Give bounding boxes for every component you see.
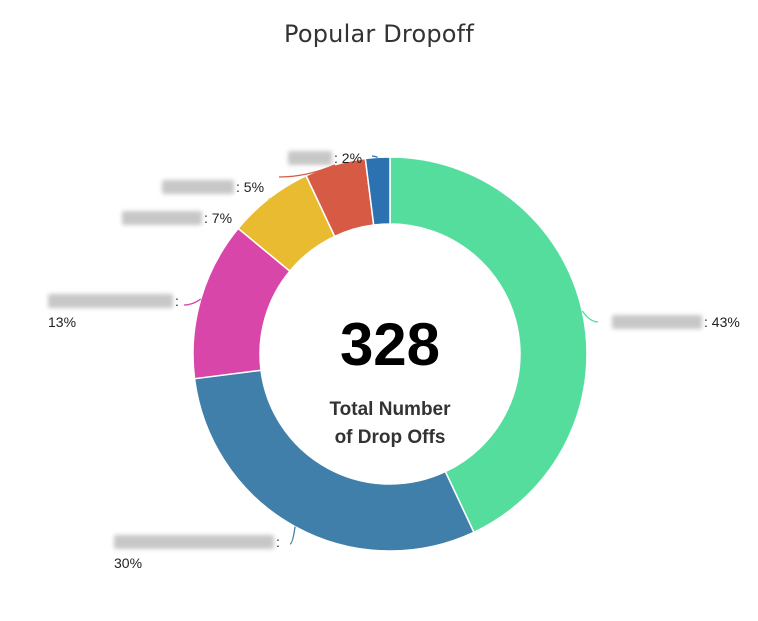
- redacted-label-1: [612, 315, 702, 329]
- redacted-label-6: [288, 151, 332, 165]
- leader-line-5: [278, 164, 336, 178]
- slice-percent-label-2: 30%: [114, 555, 142, 571]
- redacted-label-3: [48, 294, 173, 308]
- slice-labels-layer: : 43%: 30%: 13% : 7%: 5% : 2%: [48, 150, 740, 571]
- center-total-value: 328: [340, 311, 440, 378]
- center-caption-line-1: Total Number: [329, 399, 451, 420]
- slice-percent-label-6: : 2%: [334, 150, 362, 166]
- leader-line-2: [289, 526, 296, 545]
- donut-slice-2: [193, 369, 475, 552]
- slices-layer: [192, 156, 588, 552]
- leader-line-6: [371, 155, 378, 158]
- donut-slice-1: [389, 156, 588, 534]
- redacted-label-4: [122, 211, 202, 225]
- slice-label-colon-2: :: [276, 534, 280, 550]
- leader-line-4: [267, 198, 270, 206]
- leader-line-3: [183, 298, 202, 306]
- chart-title: Popular Dropoff: [284, 20, 474, 48]
- leader-lines-layer: [183, 155, 599, 545]
- redacted-label-2: [114, 535, 274, 549]
- donut-slice-6: [364, 156, 391, 226]
- slice-percent-label-5: : 5%: [236, 179, 264, 195]
- leader-line-1: [581, 310, 599, 323]
- slice-percent-label-1: : 43%: [704, 314, 740, 330]
- redacted-label-5: [162, 180, 234, 194]
- center-caption-line-2: of Drop Offs: [335, 427, 446, 448]
- slice-percent-label-3: 13%: [48, 314, 76, 330]
- slice-percent-label-4: : 7%: [204, 210, 232, 226]
- slice-label-colon-3: :: [175, 293, 179, 309]
